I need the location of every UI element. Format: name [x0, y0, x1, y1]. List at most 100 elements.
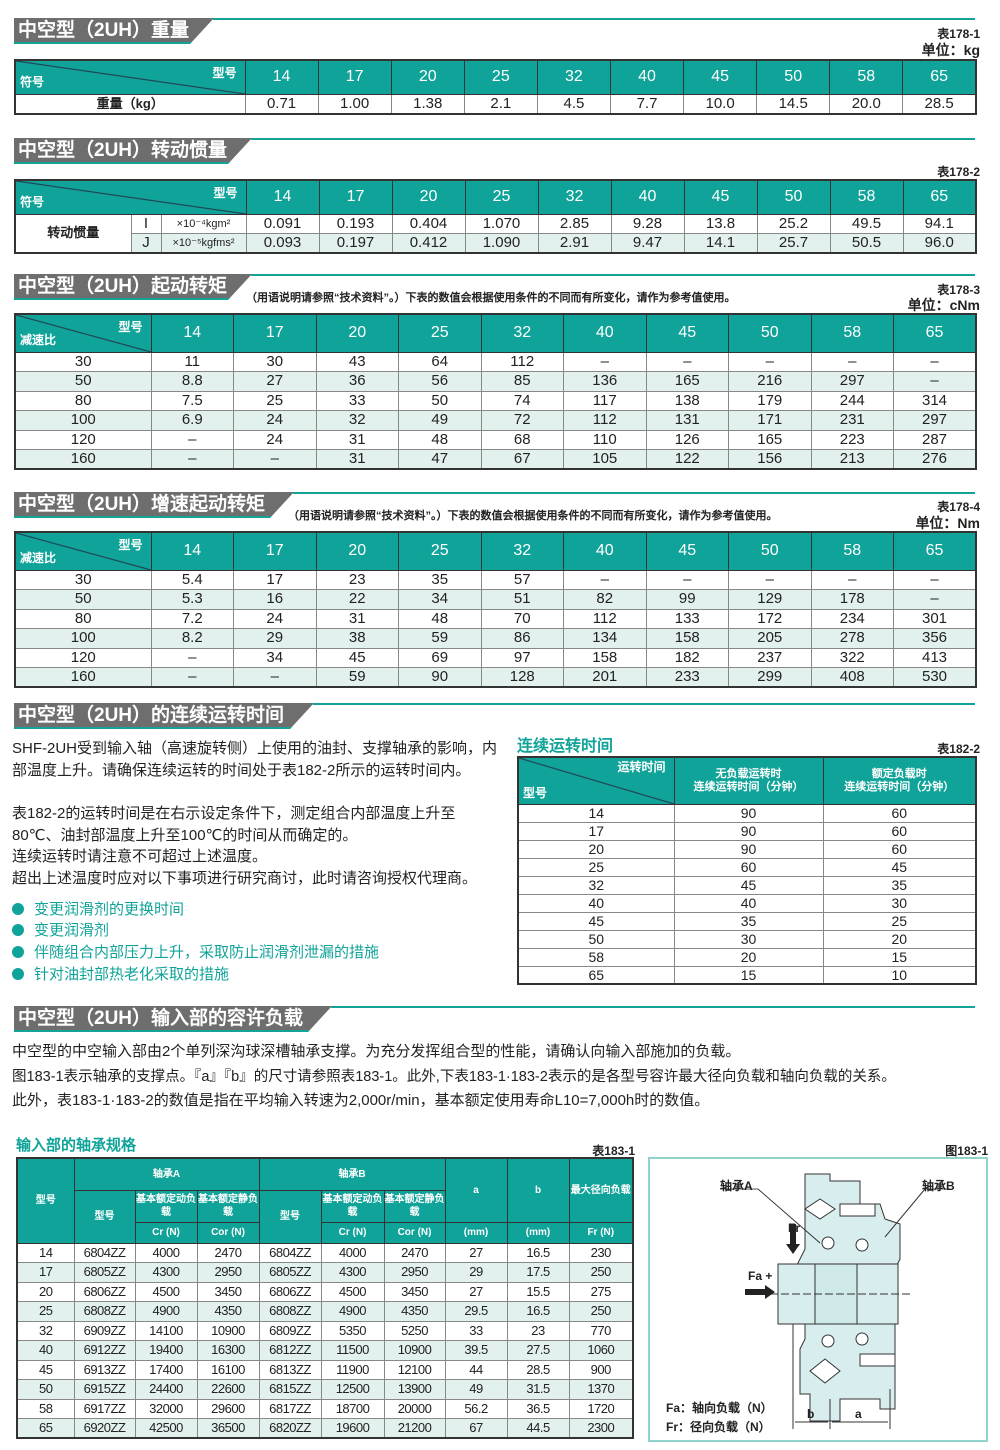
description-3: 连续运转时请注意不可超过上述温度。	[12, 848, 268, 865]
table-cell: 32	[315, 410, 399, 431]
table-cell: 6909ZZ	[73, 1320, 136, 1341]
weight-table: 型号 符号 14 17 20 25 32 40 45 50 58 65 重量（kg） 0.71 1.00 1.…	[14, 59, 977, 115]
table-cell: 11900	[320, 1359, 385, 1380]
table-cell: 201	[563, 667, 647, 688]
bullet-icon	[12, 946, 24, 958]
table-cell: –	[728, 569, 812, 590]
table-cell: 60	[673, 857, 824, 877]
table-cell: 128	[480, 667, 564, 688]
table-cell: 67	[480, 449, 564, 470]
table-cell: 74	[480, 390, 564, 411]
table-cell: 36500	[196, 1418, 260, 1439]
table-cell: 9.47	[610, 233, 685, 254]
table-cell: 11500	[320, 1340, 385, 1361]
table-cell: 27	[444, 1281, 508, 1302]
table-cell: 8.8	[150, 371, 234, 392]
table-row: 160– –31 47 67 105 122 156 213 276	[14, 449, 977, 470]
table-cell: 4300	[134, 1262, 198, 1283]
header-row: 型号 符号 14 17 20 25 32 40 45 50 58 65	[14, 179, 977, 215]
table-row: 重量（kg） 0.71 1.00 1.38 2.1 4.5 7.7 10.0 14.5 20.0 2…	[14, 93, 977, 114]
table-row: 50 30 20	[517, 929, 977, 949]
bullet-item: 变更润滑剂的更换时间	[12, 899, 184, 921]
table-cell: 31	[315, 429, 399, 450]
section-title: 中空型（2UH）起动转矩	[14, 274, 252, 300]
table-row: 50 6915ZZ 24400 22600 6815ZZ 12500 13900 49 31.5…	[16, 1379, 634, 1400]
model-header: 14	[245, 179, 320, 215]
table-cell: 97	[480, 647, 564, 668]
table-cell: 27	[233, 371, 317, 392]
table-cell: 25	[517, 857, 675, 877]
table-cell: 99	[645, 589, 729, 610]
table-cell: 408	[810, 667, 894, 688]
legend-fr: Fr：径向负载（N）	[666, 1420, 771, 1434]
corner-cell: 型号 减速比	[14, 313, 152, 353]
table-row: 40 6912ZZ 19400 16300 6812ZZ 11500 10900 39.5 27…	[16, 1340, 634, 1361]
table-cell: 48	[398, 608, 482, 629]
table-cell: 24	[233, 429, 317, 450]
table-cell: 6812ZZ	[258, 1340, 322, 1361]
description-2: 图183-1表示轴承的支撑点。『a』『b』的尺寸请参照表183-1。此外,下表1…	[12, 1069, 896, 1085]
divider	[251, 138, 975, 140]
bearing-spec-table: 型号 轴承A 轴承B a b 最大径向负载 型号 基本额定动负载 基本额定静负载 型号 基本额定动负…	[16, 1157, 635, 1439]
table-cell: 23	[506, 1320, 570, 1341]
table-cell: –	[893, 351, 977, 372]
table-cell: 25	[16, 1301, 75, 1322]
table-cell: 15	[822, 947, 977, 967]
table-cell: 112	[563, 608, 647, 629]
corner-cell: 型号 符号	[14, 59, 246, 95]
table-cell: 29	[233, 628, 317, 649]
ratio: 120	[14, 647, 152, 668]
table-cell: –	[645, 351, 729, 372]
table-row: 20 90 60	[517, 839, 977, 859]
table-cell: 17.5	[506, 1262, 570, 1283]
static-load-header: 基本额定静负载	[383, 1189, 446, 1223]
table-cell: 57	[480, 569, 564, 590]
corner-top-label: 运转时间	[617, 760, 666, 774]
table-cell: 6806ZZ	[258, 1281, 322, 1302]
unit-header: Cor (N)	[196, 1221, 260, 1244]
table-cell: 297	[893, 410, 977, 431]
sub-model-header: 型号	[258, 1189, 322, 1244]
table-cell: 72	[480, 410, 564, 431]
table-cell: 32	[16, 1320, 75, 1341]
figure-number: 图183-1	[945, 1144, 988, 1158]
table-cell: 65	[16, 1418, 75, 1439]
table-cell: 356	[893, 628, 977, 649]
table-cell: 85	[480, 371, 564, 392]
table-cell: 6820ZZ	[258, 1418, 322, 1439]
table-cell: 0.093	[245, 233, 320, 254]
table-cell: 6808ZZ	[258, 1301, 322, 1322]
fa-label: Fa +	[748, 1269, 773, 1283]
table-cell: 16100	[196, 1359, 260, 1380]
ratio: 80	[14, 390, 152, 411]
table-cell: 29.5	[444, 1301, 508, 1322]
row-label: 重量（kg）	[14, 93, 246, 114]
table-cell: 234	[810, 608, 894, 629]
table-cell: 49.5	[829, 213, 904, 234]
model-header: 58	[810, 313, 894, 353]
table-cell: 301	[893, 608, 977, 629]
section-header-input-load: 中空型（2UH）输入部的容许负载	[14, 1006, 975, 1032]
table-cell: 530	[893, 667, 977, 688]
table-row: 160– –59 90 128 201 233 299 408 530	[14, 667, 977, 688]
sub-model-header: 型号	[73, 1189, 136, 1244]
model-header: 17	[318, 179, 393, 215]
table-cell: 31.5	[506, 1379, 570, 1400]
table-cell: 24	[233, 410, 317, 431]
ratio: 30	[14, 569, 152, 590]
model-header: 58	[810, 531, 894, 571]
table-cell: 223	[810, 429, 894, 450]
table-cell: 275	[568, 1281, 634, 1302]
header-row: Cr (N) Cor (N) Cr (N) Cor (N) (mm) (mm) Fr (N)	[17, 1221, 634, 1244]
table-cell: 68	[480, 429, 564, 450]
table-cell: 237	[728, 647, 812, 668]
model-header: 58	[829, 179, 904, 215]
table-cell: 1720	[568, 1398, 634, 1419]
table-cell: 6808ZZ	[73, 1301, 136, 1322]
table-cell: 6817ZZ	[258, 1398, 322, 1419]
dynamic-load-header: 基本额定动负载	[134, 1189, 198, 1223]
table-cell: 38	[315, 628, 399, 649]
table-cell: 131	[645, 410, 729, 431]
fr-label: Fr	[788, 1221, 800, 1235]
corner-bottom-label: 型号	[523, 785, 548, 800]
